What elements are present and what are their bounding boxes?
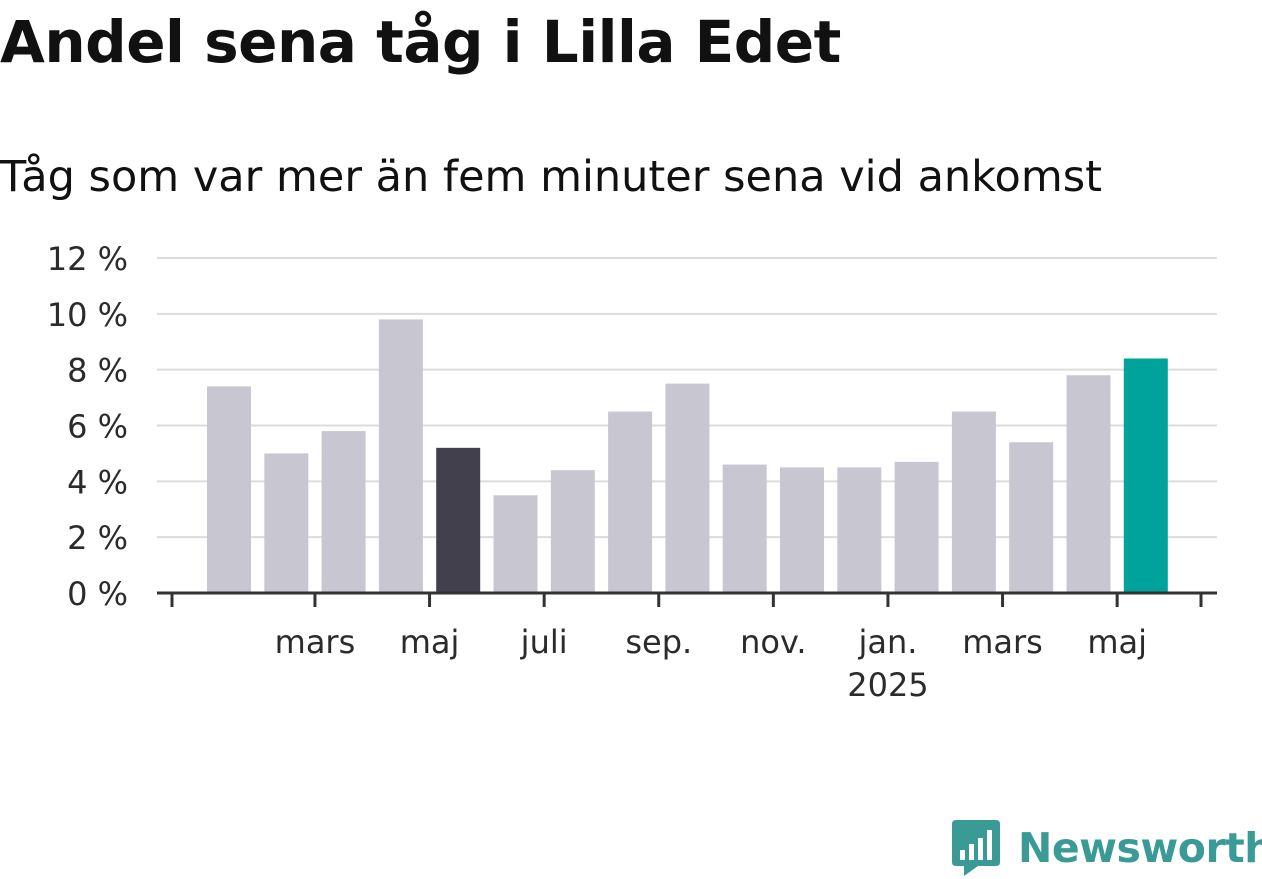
x-tick-label: maj xyxy=(1087,623,1147,661)
y-axis-ticks: 0 % 2 % 4 % 6 % 8 % 10 % 12 % xyxy=(47,240,128,613)
bar xyxy=(1066,375,1111,593)
bar xyxy=(894,461,939,593)
chart-subtitle: Tåg som var mer än fem minuter sena vid … xyxy=(0,152,1103,202)
bars xyxy=(207,319,1168,593)
bar xyxy=(493,495,538,593)
bar-chart: 0 % 2 % 4 % 6 % 8 % 10 % 12 % mars maj juli sep. n… xyxy=(47,240,1217,704)
y-tick-label: 8 % xyxy=(67,352,128,390)
y-tick-label: 10 % xyxy=(47,296,128,334)
x-tick-label: mars xyxy=(275,623,356,661)
y-tick-label: 4 % xyxy=(67,463,128,501)
bar xyxy=(837,467,882,593)
brand: Newsworthy xyxy=(948,818,1262,878)
brand-name: Newsworthy xyxy=(1018,824,1262,872)
y-tick-label: 2 % xyxy=(67,519,128,557)
bar xyxy=(1009,442,1054,593)
x-tick-label: juli xyxy=(520,623,568,661)
bar xyxy=(378,319,423,593)
bar xyxy=(722,464,767,593)
bar xyxy=(550,470,595,593)
bar xyxy=(951,411,996,593)
bar xyxy=(264,453,309,593)
bar xyxy=(207,386,251,593)
bar xyxy=(436,447,481,593)
x-tick-label: jan. xyxy=(857,623,917,661)
x-axis: mars maj juli sep. nov. jan. 2025 mars maj xyxy=(157,591,1217,704)
chart-title: Andel sena tåg i Lilla Edet xyxy=(0,8,841,76)
bar xyxy=(321,431,366,593)
bar xyxy=(608,411,653,593)
y-tick-label: 12 % xyxy=(47,240,128,278)
x-tick-label: mars xyxy=(962,623,1043,661)
bar xyxy=(1123,358,1168,593)
bar xyxy=(665,383,710,593)
newsworthy-logo-icon xyxy=(952,820,1000,876)
bar xyxy=(780,467,824,593)
x-tick-label: sep. xyxy=(625,623,692,661)
x-tick-label: maj xyxy=(400,623,460,661)
y-tick-label: 0 % xyxy=(67,575,128,613)
x-tick-label: nov. xyxy=(740,623,806,661)
x-tick-sublabel: 2025 xyxy=(847,666,928,704)
y-tick-label: 6 % xyxy=(67,408,128,446)
